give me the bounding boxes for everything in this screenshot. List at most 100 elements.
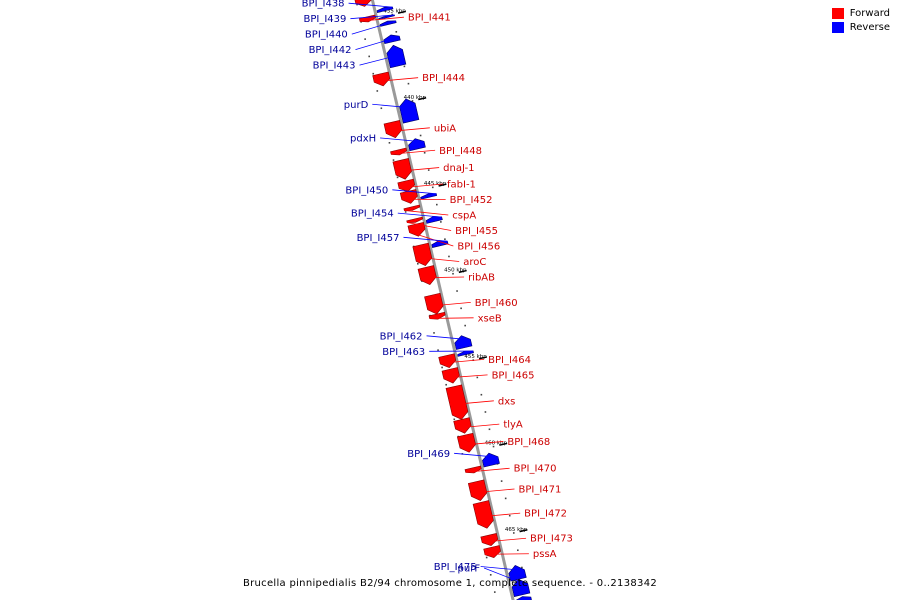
gene-arrow-BPI_I471[interactable] <box>467 479 488 501</box>
minor-tick <box>485 556 488 559</box>
minor-tick <box>431 186 434 189</box>
gene-label: BPI_I464 <box>488 355 531 366</box>
major-tick <box>438 183 447 187</box>
gene-label: BPI_I441 <box>408 13 451 24</box>
minor-tick <box>368 55 370 58</box>
gene-arrow-aroC[interactable] <box>412 242 433 266</box>
minor-tick <box>419 134 422 137</box>
gene-arrow-BPI_I465[interactable] <box>441 367 460 384</box>
tick-label: 440 kbp <box>404 95 427 101</box>
label-leader <box>480 566 525 571</box>
gene-label: BPI_I462 <box>380 331 423 342</box>
minor-tick <box>441 366 443 369</box>
gene-label: BPI_I469 <box>407 449 450 460</box>
minor-tick <box>489 574 492 576</box>
minor-tick <box>395 31 398 33</box>
gene-label: BPI_I444 <box>422 73 465 84</box>
gene-arrow-BPI_I450[interactable] <box>420 193 438 200</box>
minor-tick <box>380 107 383 110</box>
gene-arrow-purF[interactable] <box>511 578 531 597</box>
legend-forward-label: Forward <box>849 8 890 19</box>
gene-arrow-BPI_I472[interactable] <box>472 500 494 529</box>
label-leader <box>380 137 425 143</box>
gene-label: pdxH <box>350 133 376 144</box>
label-leader <box>372 103 417 109</box>
gene-arrow-BPI_I469[interactable] <box>482 452 500 468</box>
minor-tick <box>500 480 503 482</box>
gene-arrow-cspA[interactable] <box>403 204 421 211</box>
minor-tick <box>508 514 511 517</box>
label-leader <box>443 374 488 379</box>
minor-tick <box>437 349 439 351</box>
gene-labels: BPI_I441 BPI_I444 ubiA BPI_I448 dnaJ-1 fabI-1… <box>302 0 573 586</box>
label-leader <box>391 149 436 155</box>
legend-item-reverse: Reverse <box>831 22 890 33</box>
gene-label: BPI_I452 <box>450 195 493 206</box>
gene-label: pssA <box>533 549 557 560</box>
label-leader <box>409 231 454 247</box>
label-leader <box>359 16 404 22</box>
gene-arrow-purD[interactable] <box>399 98 420 124</box>
gene-label: aroC <box>463 257 486 268</box>
gene-label: BPI_I468 <box>507 437 550 448</box>
label-leader <box>455 423 500 429</box>
major-tick <box>458 269 467 274</box>
label-leader <box>397 212 442 218</box>
gene-arrow-BPI_I473[interactable] <box>480 533 499 546</box>
gene-label: BPI_I472 <box>524 509 567 520</box>
gene-arrow-BPI_I443[interactable] <box>386 44 407 69</box>
gene-arrow-BPI_I470[interactable] <box>464 465 482 474</box>
gene-arrow-BPI_I468[interactable] <box>456 432 476 453</box>
gene-arrow-dnaJ-1[interactable] <box>392 158 412 180</box>
gene-arrow-fabI-1[interactable] <box>397 178 416 192</box>
gene-arrow-BPI_I462[interactable] <box>454 335 473 350</box>
gene-arrow-BPI_I452[interactable] <box>399 189 418 204</box>
gene-label: ribAB <box>468 272 495 283</box>
minor-tick <box>423 151 426 154</box>
gene-arrow-BPI_I454[interactable] <box>425 216 443 224</box>
gene-arrow-ubiA[interactable] <box>383 120 403 139</box>
gene-arrow-BPI_I444[interactable] <box>372 71 391 87</box>
gene-label: BPI_I456 <box>457 241 500 252</box>
label-leader <box>470 488 515 494</box>
label-leader <box>348 2 393 8</box>
gene-arrow[interactable] <box>354 0 372 7</box>
minor-tick <box>452 272 454 275</box>
gene-label: BPI_I473 <box>530 534 573 545</box>
label-leader <box>415 256 460 262</box>
gene-arrow-BPI_I442[interactable] <box>383 34 401 45</box>
gene-arrow-dxs[interactable] <box>445 384 469 420</box>
gene-label: BPI_I440 <box>305 30 348 41</box>
minor-tick <box>388 142 391 144</box>
label-leader <box>420 276 465 279</box>
minor-tick <box>404 211 407 213</box>
gene-arrow[interactable] <box>515 596 532 600</box>
gene-arrow-BPI_I464[interactable] <box>438 353 457 368</box>
gene-arrow-tlyA[interactable] <box>453 417 472 434</box>
gene-label: BPI_I450 <box>345 185 388 196</box>
minor-tick <box>411 100 414 102</box>
gene-label: BPI_I455 <box>455 226 498 237</box>
label-leader <box>392 189 437 195</box>
minor-tick <box>464 324 466 327</box>
gene-arrow-BPI_I460[interactable] <box>424 292 444 315</box>
gene-label: tlyA <box>503 420 523 431</box>
minor-tick <box>356 3 358 6</box>
minor-tick <box>407 82 410 85</box>
label-leader <box>355 36 400 51</box>
gene-arrow-xseB[interactable] <box>428 311 446 320</box>
gene-label: BPI_I475 <box>434 562 477 573</box>
gene-arrow-BPI_I455[interactable] <box>406 216 424 224</box>
gene-arrow-pssA[interactable] <box>483 545 501 559</box>
label-leader <box>459 441 504 446</box>
tick-label: 460 kbp <box>485 440 508 446</box>
gene-arrow-ribAB[interactable] <box>417 265 437 285</box>
gene-label: BPI_I439 <box>304 14 347 25</box>
tick-label: 445 kbp <box>424 181 447 187</box>
minor-tick <box>445 383 447 386</box>
gene-arrow-BPI_I448[interactable] <box>390 147 408 156</box>
minor-tick <box>364 38 366 40</box>
minor-tick <box>444 238 446 240</box>
label-leader <box>429 317 474 319</box>
gene-label: cspA <box>452 210 476 221</box>
